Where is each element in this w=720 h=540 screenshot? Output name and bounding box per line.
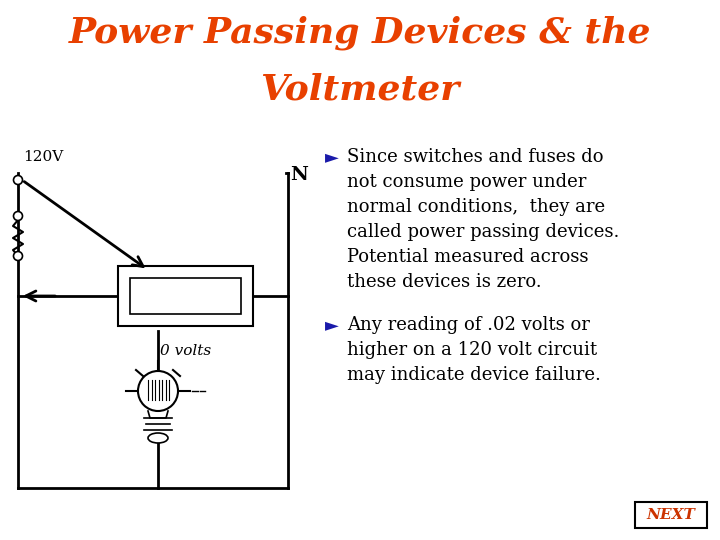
Text: 0 volts: 0 volts [160, 344, 211, 358]
Text: 120V: 120V [23, 150, 63, 164]
Text: Since switches and fuses do: Since switches and fuses do [347, 148, 603, 166]
Text: higher on a 120 volt circuit: higher on a 120 volt circuit [347, 341, 597, 359]
Text: these devices is zero.: these devices is zero. [347, 273, 541, 291]
Text: may indicate device failure.: may indicate device failure. [347, 366, 601, 384]
Circle shape [14, 212, 22, 220]
Circle shape [14, 176, 22, 185]
Bar [130, 278, 241, 314]
Text: normal conditions,  they are: normal conditions, they are [347, 198, 605, 216]
Circle shape [138, 371, 178, 411]
Text: called power passing devices.: called power passing devices. [347, 223, 619, 241]
Text: Potential measured across: Potential measured across [347, 248, 588, 266]
Text: Power Passing Devices & the: Power Passing Devices & the [68, 15, 652, 50]
Text: ►: ► [325, 148, 339, 166]
Circle shape [14, 252, 22, 260]
Text: NEXT: NEXT [647, 508, 696, 522]
Ellipse shape [148, 433, 168, 443]
Text: not consume power under: not consume power under [347, 173, 586, 191]
Text: ►: ► [325, 316, 339, 334]
Bar [635, 502, 707, 528]
Text: Voltmeter: Voltmeter [261, 72, 459, 106]
Text: Any reading of .02 volts or: Any reading of .02 volts or [347, 316, 590, 334]
Text: N: N [290, 166, 308, 184]
Bar [118, 266, 253, 326]
